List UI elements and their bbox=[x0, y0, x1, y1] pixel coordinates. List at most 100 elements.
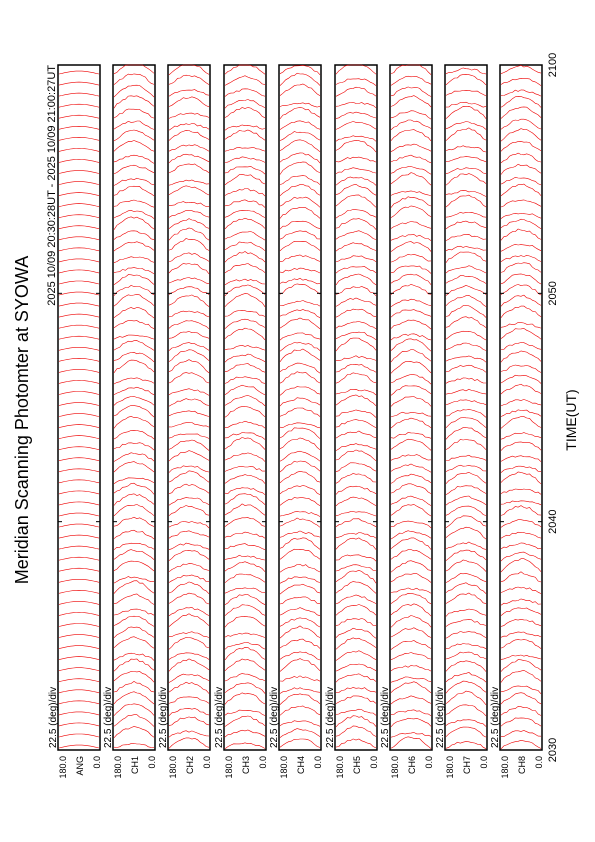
trace bbox=[390, 385, 432, 396]
trace bbox=[113, 120, 155, 130]
trace bbox=[445, 194, 487, 208]
trace bbox=[58, 280, 100, 285]
trace bbox=[168, 201, 210, 207]
y-top: 180.0 bbox=[335, 756, 345, 779]
trace bbox=[445, 660, 487, 672]
trace bbox=[279, 64, 321, 76]
trace bbox=[168, 606, 210, 617]
trace bbox=[279, 220, 321, 230]
trace bbox=[224, 199, 266, 208]
trace bbox=[335, 156, 377, 163]
trace bbox=[500, 471, 542, 485]
trace bbox=[224, 156, 266, 163]
subtitle: 2025 10/09 20:30:28UT - 2025 10/09 21:00… bbox=[46, 65, 58, 306]
trace bbox=[445, 121, 487, 130]
y-bottom: 0.0 bbox=[424, 756, 434, 769]
trace bbox=[279, 139, 321, 153]
trace bbox=[390, 221, 432, 229]
trace bbox=[390, 196, 432, 208]
trace bbox=[168, 613, 210, 627]
trace bbox=[500, 739, 542, 750]
trace bbox=[224, 188, 266, 197]
trace bbox=[500, 95, 542, 108]
trace bbox=[500, 558, 542, 573]
trace bbox=[390, 695, 432, 705]
trace bbox=[500, 64, 542, 74]
trace bbox=[445, 505, 487, 516]
y-top: 180.0 bbox=[224, 756, 234, 779]
trace bbox=[390, 86, 432, 97]
trace bbox=[279, 497, 321, 507]
trace bbox=[500, 519, 542, 528]
y-bottom: 0.0 bbox=[313, 756, 323, 769]
trace bbox=[168, 388, 210, 396]
trace bbox=[445, 156, 487, 163]
trace bbox=[168, 450, 210, 462]
trace bbox=[224, 241, 266, 251]
trace bbox=[445, 690, 487, 705]
trace bbox=[390, 736, 432, 749]
y-top: 180.0 bbox=[445, 756, 455, 779]
trace bbox=[390, 717, 432, 728]
trace bbox=[113, 185, 155, 197]
trace bbox=[113, 429, 155, 440]
trace bbox=[390, 265, 432, 274]
trace bbox=[500, 328, 542, 340]
panel-scale: 22.5 (deg)/div bbox=[158, 687, 169, 748]
trace bbox=[279, 563, 321, 573]
trace bbox=[113, 386, 155, 396]
trace bbox=[279, 196, 321, 208]
trace bbox=[390, 253, 432, 263]
trace bbox=[224, 682, 266, 694]
trace bbox=[58, 214, 100, 218]
trace bbox=[335, 537, 377, 550]
trace bbox=[445, 526, 487, 540]
trace bbox=[58, 236, 100, 241]
trace bbox=[500, 432, 542, 440]
trace bbox=[224, 715, 266, 727]
trace bbox=[390, 417, 432, 429]
trace bbox=[113, 405, 155, 418]
trace bbox=[390, 349, 432, 363]
trace bbox=[390, 75, 432, 86]
trace bbox=[224, 517, 266, 527]
trace bbox=[390, 110, 432, 120]
trace bbox=[58, 623, 100, 627]
trace bbox=[113, 359, 155, 373]
trace bbox=[58, 369, 100, 373]
trace bbox=[445, 316, 487, 328]
trace bbox=[113, 216, 155, 230]
trace bbox=[58, 402, 100, 406]
trace bbox=[335, 372, 377, 384]
trace bbox=[390, 205, 432, 218]
trace bbox=[113, 177, 155, 186]
trace bbox=[168, 342, 210, 351]
trace bbox=[113, 482, 155, 495]
trace bbox=[335, 331, 377, 340]
trace bbox=[279, 738, 321, 748]
trace bbox=[168, 465, 210, 473]
trace bbox=[335, 255, 377, 263]
trace bbox=[168, 716, 210, 726]
trace bbox=[113, 593, 155, 605]
trace bbox=[500, 598, 542, 606]
trace bbox=[500, 730, 542, 737]
channel: CH8 bbox=[517, 756, 527, 774]
trace bbox=[58, 689, 100, 694]
trace bbox=[58, 125, 100, 130]
trace bbox=[279, 537, 321, 550]
trace bbox=[58, 357, 100, 362]
trace bbox=[279, 625, 321, 639]
trace bbox=[168, 372, 210, 384]
trace bbox=[335, 308, 377, 318]
trace bbox=[113, 274, 155, 286]
title: Meridian Scanning Photomter at SYOWA bbox=[12, 256, 32, 584]
trace bbox=[58, 579, 100, 583]
trace bbox=[279, 397, 321, 407]
trace bbox=[445, 409, 487, 418]
trace bbox=[279, 470, 321, 484]
panel-frame bbox=[57, 64, 101, 751]
trace bbox=[224, 284, 266, 297]
trace bbox=[500, 654, 542, 660]
trace bbox=[335, 419, 377, 429]
